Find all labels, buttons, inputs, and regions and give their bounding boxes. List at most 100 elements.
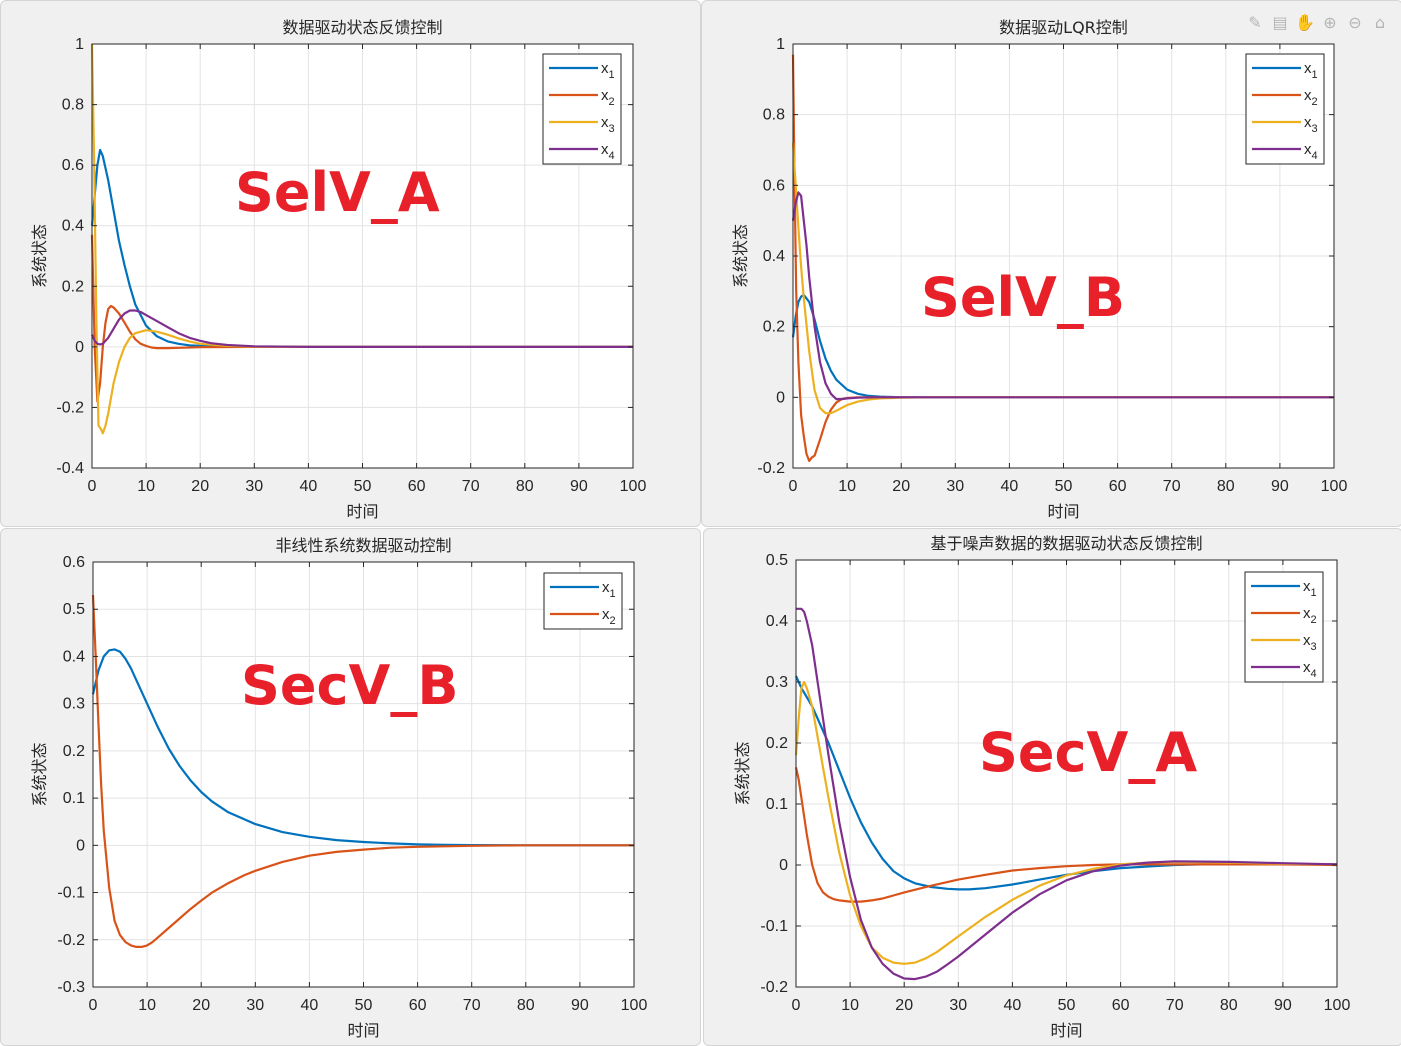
x-tick-label: 10 <box>841 997 859 1014</box>
legend-label-x4: x4 <box>1304 141 1318 162</box>
x-tick-label: 0 <box>89 997 98 1014</box>
legend[interactable]: x1 x2 x3 x4 <box>1244 571 1324 683</box>
x-axis-label: 时间 <box>1047 502 1079 521</box>
legend[interactable]: x1 x2 x3 x4 <box>1245 53 1325 165</box>
x-tick-label: 50 <box>1055 478 1073 495</box>
y-axis-label: 系统状态 <box>30 742 49 806</box>
x-tick-label: 20 <box>191 478 209 495</box>
legend-label-x1: x1 <box>602 579 616 600</box>
legend-label-x1: x1 <box>1304 60 1318 81</box>
y-tick-label: 0.6 <box>63 554 85 571</box>
y-tick-label: 0 <box>76 837 85 854</box>
x-tick-label: 0 <box>88 478 97 495</box>
y-tick-label: 0.2 <box>766 735 788 752</box>
series-line-x4[interactable] <box>90 309 633 348</box>
pan-icon[interactable]: ✋ <box>1295 13 1315 32</box>
overlay-annotation: SecV_B <box>241 654 458 717</box>
y-tick-label: 0.3 <box>63 696 85 713</box>
y-tick-label: 0.3 <box>766 674 788 691</box>
x-tick-label: 60 <box>409 997 427 1014</box>
series-line-x3[interactable] <box>794 680 1338 965</box>
y-tick-label: 0.5 <box>766 552 788 569</box>
series-line-x1[interactable] <box>91 648 634 847</box>
x-tick-label: 100 <box>1324 997 1351 1014</box>
y-tick-label: 0 <box>779 857 788 874</box>
y-tick-label: 0.2 <box>763 319 785 336</box>
series-line-x2[interactable] <box>794 767 1338 903</box>
x-tick-label: 90 <box>1271 478 1289 495</box>
y-tick-label: 0.8 <box>763 107 785 124</box>
x-tick-label: 40 <box>301 997 319 1014</box>
x-tick-label: 30 <box>245 478 263 495</box>
legend-label-x2: x2 <box>601 87 615 108</box>
x-tick-label: 60 <box>1109 478 1127 495</box>
x-tick-label: 20 <box>892 478 910 495</box>
series-line-x4[interactable] <box>796 607 1338 981</box>
y-tick-label: -0.2 <box>57 932 85 949</box>
y-tick-label: -0.3 <box>57 979 85 996</box>
zoom-in-icon[interactable]: ⊕ <box>1323 13 1337 32</box>
y-tick-label: 1 <box>776 36 785 53</box>
series-line-x4[interactable] <box>791 191 1334 401</box>
x-tick-label: 100 <box>621 997 648 1014</box>
chart-svg-4: 0 10 20 30 40 50 60 70 80 90 100 -0.2 -0.1 0 0.1 0.2 0.3… <box>733 534 1351 1040</box>
x-tick-label: 90 <box>571 997 589 1014</box>
x-tick-label: 90 <box>1274 997 1292 1014</box>
y-tick-label: -0.2 <box>757 460 785 477</box>
chart-svg-1: 0 10 20 30 40 50 60 70 80 90 100 -0.4 -0.2 0 0.2 0.4 0.6… <box>30 18 647 521</box>
x-tick-label: 30 <box>946 478 964 495</box>
x-tick-label: 30 <box>246 997 264 1014</box>
x-tick-label: 40 <box>1004 997 1022 1014</box>
y-tick-label: 0.6 <box>763 177 785 194</box>
x-tick-label: 80 <box>1220 997 1238 1014</box>
x-tick-label: 80 <box>517 997 535 1014</box>
figure-toolbar: ✎ ▤ ✋ ⊕ ⊖ ⌂ <box>1245 13 1390 33</box>
legend-box <box>543 572 623 630</box>
x-tick-label: 40 <box>1001 478 1019 495</box>
series-line-x2[interactable] <box>90 234 633 403</box>
y-tick-label: 0.2 <box>62 278 84 295</box>
figure-panel-1: 0 10 20 30 40 50 60 70 80 90 100 -0.4 -0.2 0 0.2 0.4 0.6… <box>0 0 701 527</box>
legend-label-x4: x4 <box>601 141 615 162</box>
legend-label-x3: x3 <box>1304 114 1318 135</box>
x-tick-label: 50 <box>354 478 372 495</box>
x-tick-label: 50 <box>355 997 373 1014</box>
legend[interactable]: x1 x2 x3 x4 <box>542 53 622 165</box>
x-tick-label: 10 <box>138 997 156 1014</box>
x-tick-label: 100 <box>620 478 647 495</box>
y-tick-label: 0.5 <box>63 601 85 618</box>
chart-title: 基于噪声数据的数据驱动状态反馈控制 <box>930 534 1202 553</box>
x-tick-label: 90 <box>570 478 588 495</box>
y-tick-label: -0.1 <box>57 885 85 902</box>
y-tick-label: 0.4 <box>766 613 788 630</box>
brush-icon[interactable]: ✎ <box>1248 13 1262 32</box>
y-tick-label: 0.6 <box>62 157 84 174</box>
x-tick-label: 20 <box>895 997 913 1014</box>
x-tick-label: 0 <box>792 997 801 1014</box>
x-tick-label: 80 <box>516 478 534 495</box>
y-tick-label: 0.1 <box>766 796 788 813</box>
series-line-x2[interactable] <box>91 595 634 948</box>
x-tick-label: 20 <box>192 997 210 1014</box>
x-tick-label: 70 <box>463 997 481 1014</box>
data-tip-icon[interactable]: ▤ <box>1272 13 1288 32</box>
series-line-x3[interactable] <box>90 43 633 435</box>
x-tick-label: 80 <box>1217 478 1235 495</box>
legend-label-x2: x2 <box>1304 87 1318 108</box>
y-axis-label: 系统状态 <box>731 224 750 288</box>
home-icon[interactable]: ⌂ <box>1374 13 1386 32</box>
y-tick-label: 0.4 <box>62 218 84 235</box>
y-tick-label: -0.1 <box>760 918 788 935</box>
x-tick-label: 100 <box>1321 478 1348 495</box>
x-tick-label: 40 <box>300 478 318 495</box>
y-axis-label: 系统状态 <box>30 224 49 288</box>
y-tick-label: -0.4 <box>56 460 84 477</box>
y-tick-label: -0.2 <box>760 979 788 996</box>
x-axis-label: 时间 <box>1050 1021 1082 1040</box>
zoom-out-icon[interactable]: ⊖ <box>1348 13 1362 32</box>
figure-panel-3: 0 10 20 30 40 50 60 70 80 90 100 -0.3 -0.2 -0.1 0 0.1 0.… <box>0 528 701 1046</box>
x-tick-label: 60 <box>408 478 426 495</box>
chart-title: 非线性系统数据驱动控制 <box>275 536 451 555</box>
legend-box <box>542 53 622 165</box>
